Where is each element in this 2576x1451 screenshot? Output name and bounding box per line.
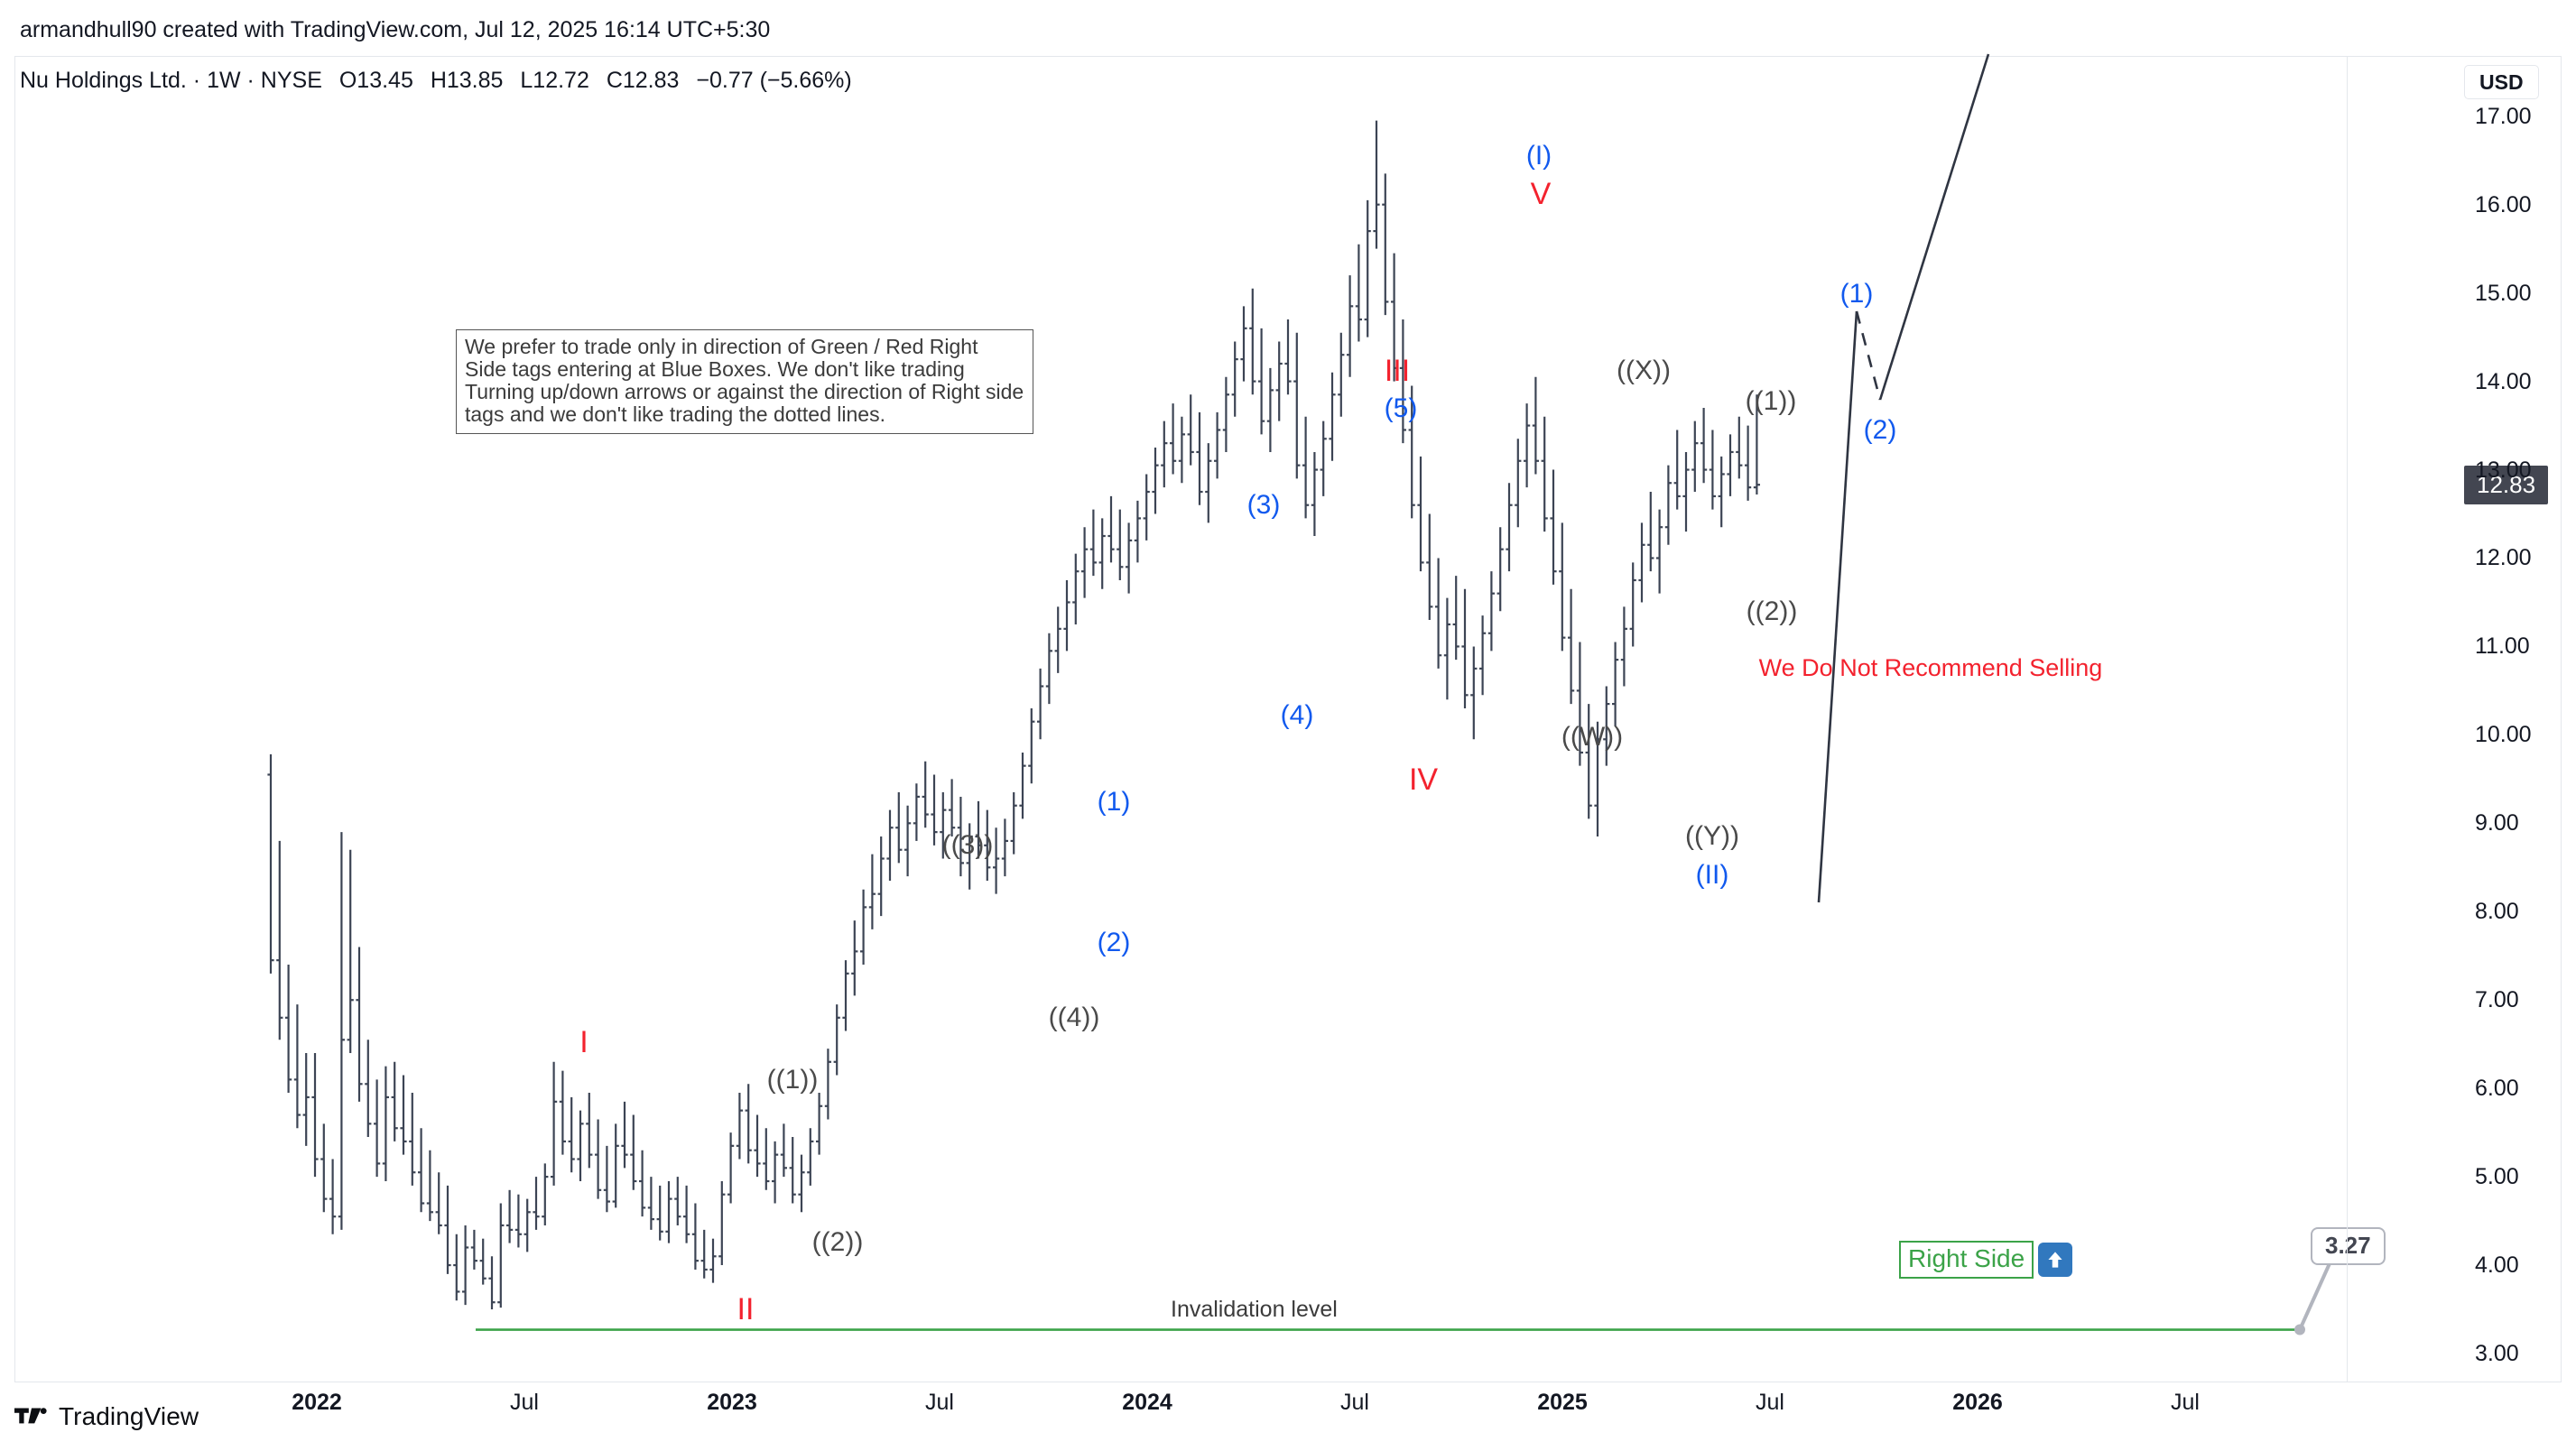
price-tick: 7.00 bbox=[2475, 987, 2519, 1013]
wave-label: II bbox=[737, 1292, 755, 1326]
time-tick-month: Jul bbox=[925, 1390, 954, 1415]
price-tick: 4.00 bbox=[2475, 1252, 2519, 1279]
legend-exchange: NYSE bbox=[260, 68, 322, 93]
price-tick: 12.00 bbox=[2475, 545, 2532, 571]
time-tick-month: Jul bbox=[1340, 1390, 1369, 1415]
wave-label: ((X)) bbox=[1617, 356, 1671, 385]
legend-open: O13.45 bbox=[338, 68, 413, 93]
time-tick-month: Jul bbox=[1756, 1390, 1784, 1415]
price-tick: 3.00 bbox=[2475, 1341, 2519, 1366]
price-tick: 14.00 bbox=[2475, 368, 2532, 394]
wave-label: ((Y)) bbox=[1685, 821, 1739, 851]
price-tick: 15.00 bbox=[2475, 280, 2532, 306]
wave-label: (3) bbox=[1246, 490, 1281, 520]
wave-label: ((2)) bbox=[811, 1227, 864, 1257]
legend-sep-2: · bbox=[246, 68, 255, 93]
time-axis[interactable]: 2022 Jul 2023 Jul 2024 Jul 2025 Jul 2026 Jul bbox=[14, 1382, 2562, 1428]
right-side-tag[interactable]: Right Side bbox=[1899, 1241, 2073, 1279]
legend-interval[interactable]: 1W bbox=[207, 68, 241, 93]
time-tick-month: Jul bbox=[510, 1390, 539, 1415]
wave-label: III bbox=[1384, 354, 1411, 388]
current-price-badge: 12.83 bbox=[2464, 466, 2549, 505]
tradingview-brand-name: TradingView bbox=[59, 1402, 199, 1430]
price-tick: 11.00 bbox=[2475, 633, 2530, 660]
price-tick: 10.00 bbox=[2475, 722, 2532, 748]
wave-label: ((3)) bbox=[941, 830, 994, 860]
wave-label: (II) bbox=[1695, 860, 1729, 890]
legend-sep-1: · bbox=[192, 68, 201, 93]
wave-label: (4) bbox=[1280, 700, 1314, 730]
wave-label: V bbox=[1530, 177, 1552, 211]
price-tick: 17.00 bbox=[2475, 103, 2532, 129]
price-tick: 13.00 bbox=[2475, 457, 2532, 483]
wave-label: ((W)) bbox=[1561, 722, 1624, 752]
wave-label: I bbox=[579, 1025, 588, 1059]
wave-label: (5) bbox=[1384, 393, 1418, 423]
right-side-tag-label[interactable]: Right Side bbox=[1899, 1241, 2034, 1279]
legend-close: C12.83 bbox=[606, 68, 680, 93]
legend-symbol[interactable]: Nu Holdings Ltd. bbox=[20, 68, 187, 93]
legend-low: L12.72 bbox=[520, 68, 589, 93]
price-tick: 6.00 bbox=[2475, 1076, 2519, 1102]
wave-label: (1) bbox=[1839, 279, 1874, 309]
wave-label: (2) bbox=[1097, 928, 1131, 957]
price-tick: 8.00 bbox=[2475, 899, 2519, 925]
wave-label: ((1)) bbox=[766, 1065, 819, 1095]
wave-label: (2) bbox=[1863, 415, 1897, 445]
price-tick: 16.00 bbox=[2475, 191, 2532, 217]
wave-label: ((4)) bbox=[1048, 1003, 1100, 1032]
chart-frame bbox=[14, 56, 2562, 1382]
up-arrow-icon[interactable] bbox=[2038, 1243, 2073, 1277]
legend-change: −0.77 (−5.66%) bbox=[696, 68, 852, 93]
price-tick: 9.00 bbox=[2475, 810, 2519, 836]
price-axis[interactable] bbox=[2347, 56, 2576, 1382]
attribution-text: armandhull90 created with TradingView.co… bbox=[20, 17, 771, 42]
invalidation-price-callout: 3.27 bbox=[2311, 1227, 2386, 1265]
wave-label: ((2)) bbox=[1746, 596, 1798, 626]
wave-label: IV bbox=[1408, 762, 1439, 797]
no-sell-annotation: We Do Not Recommend Selling bbox=[1758, 654, 2103, 681]
time-tick-year: 2024 bbox=[1122, 1390, 1172, 1415]
strategy-note-box: We prefer to trade only in direction of … bbox=[456, 329, 1033, 434]
legend-high: H13.85 bbox=[430, 68, 504, 93]
time-tick-year: 2025 bbox=[1537, 1390, 1588, 1415]
wave-label: ((1)) bbox=[1745, 386, 1797, 416]
symbol-legend: Nu Holdings Ltd. · 1W · NYSE O13.45 H13.… bbox=[20, 67, 852, 94]
invalidation-level-label: Invalidation level bbox=[1171, 1297, 1338, 1322]
tradingview-footer: TradingView bbox=[14, 1403, 199, 1430]
wave-label: (I) bbox=[1525, 141, 1552, 171]
price-tick: 5.00 bbox=[2475, 1164, 2519, 1190]
tradingview-logo-icon bbox=[14, 1408, 47, 1424]
wave-label: (1) bbox=[1097, 787, 1131, 817]
time-tick-year: 2023 bbox=[707, 1390, 757, 1415]
time-tick-year: 2022 bbox=[292, 1390, 342, 1415]
time-tick-year: 2026 bbox=[1952, 1390, 2003, 1415]
currency-badge[interactable]: USD bbox=[2464, 65, 2539, 99]
time-tick-month: Jul bbox=[2171, 1390, 2200, 1415]
